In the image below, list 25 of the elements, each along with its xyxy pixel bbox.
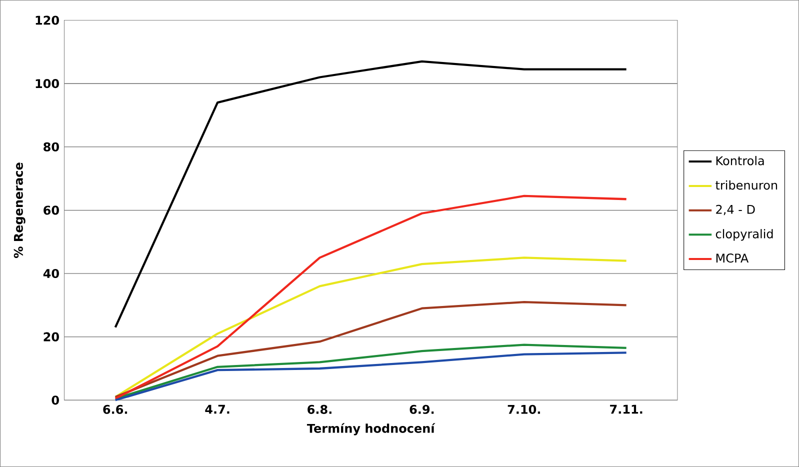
x-tick-label: 7.11. bbox=[610, 404, 642, 414]
line-series bbox=[114, 300, 628, 398]
legend-label: 2,4 - D bbox=[716, 204, 755, 216]
y-tick-label: 80 bbox=[44, 142, 59, 152]
y-tick-label: 20 bbox=[44, 332, 59, 342]
x-tick-label: 6.6. bbox=[103, 404, 128, 414]
legend-label: clopyralid bbox=[716, 229, 773, 241]
y-tick-label: 0 bbox=[52, 396, 59, 405]
x-tick-label: 4.7. bbox=[205, 404, 230, 414]
y-tick-label: 60 bbox=[44, 206, 59, 215]
x-axis-title: Termíny hodnocení bbox=[306, 423, 436, 436]
y-axis-title: % Regenerace bbox=[14, 162, 26, 258]
line-series bbox=[114, 60, 628, 328]
y-tick-label: 100 bbox=[36, 79, 59, 88]
legend-label: tribenuron bbox=[716, 180, 778, 190]
x-tick-label: 7.10. bbox=[508, 404, 540, 414]
y-tick-label: 40 bbox=[43, 268, 59, 278]
line-series bbox=[114, 352, 628, 402]
line-series bbox=[114, 256, 628, 398]
legend-label: Kontrola bbox=[716, 156, 764, 166]
y-tick-label: 120 bbox=[36, 16, 59, 25]
legend-label: MCPA bbox=[716, 254, 749, 263]
x-tick-label: 6.8. bbox=[308, 404, 332, 414]
x-tick-label: 6.9. bbox=[410, 404, 434, 414]
line-series bbox=[114, 194, 628, 400]
